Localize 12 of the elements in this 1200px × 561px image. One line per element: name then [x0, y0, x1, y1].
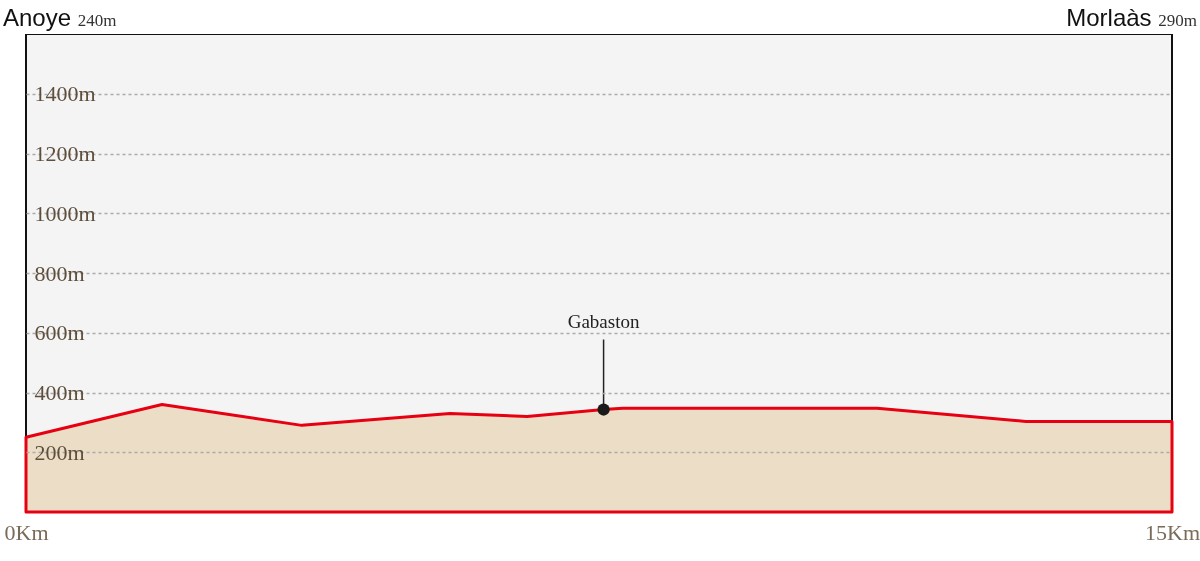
x-tick-label: 0Km — [4, 519, 49, 545]
y-tick-label: 600m — [34, 320, 85, 346]
y-tick-label: 1200m — [34, 141, 96, 166]
y-tick-label: 800m — [34, 260, 85, 286]
y-tick-label: 1000m — [34, 200, 96, 226]
y-tick-label: 400m — [34, 380, 85, 405]
y-tick-label: 200m — [34, 439, 85, 465]
text: Anoye 240m — [3, 4, 117, 32]
y-tick-label: 1400m — [34, 81, 96, 107]
x-tick-label: 15Km — [1145, 519, 1200, 545]
annotation: Gabaston — [567, 310, 640, 332]
text: Morlaàs 290m — [1066, 4, 1197, 32]
